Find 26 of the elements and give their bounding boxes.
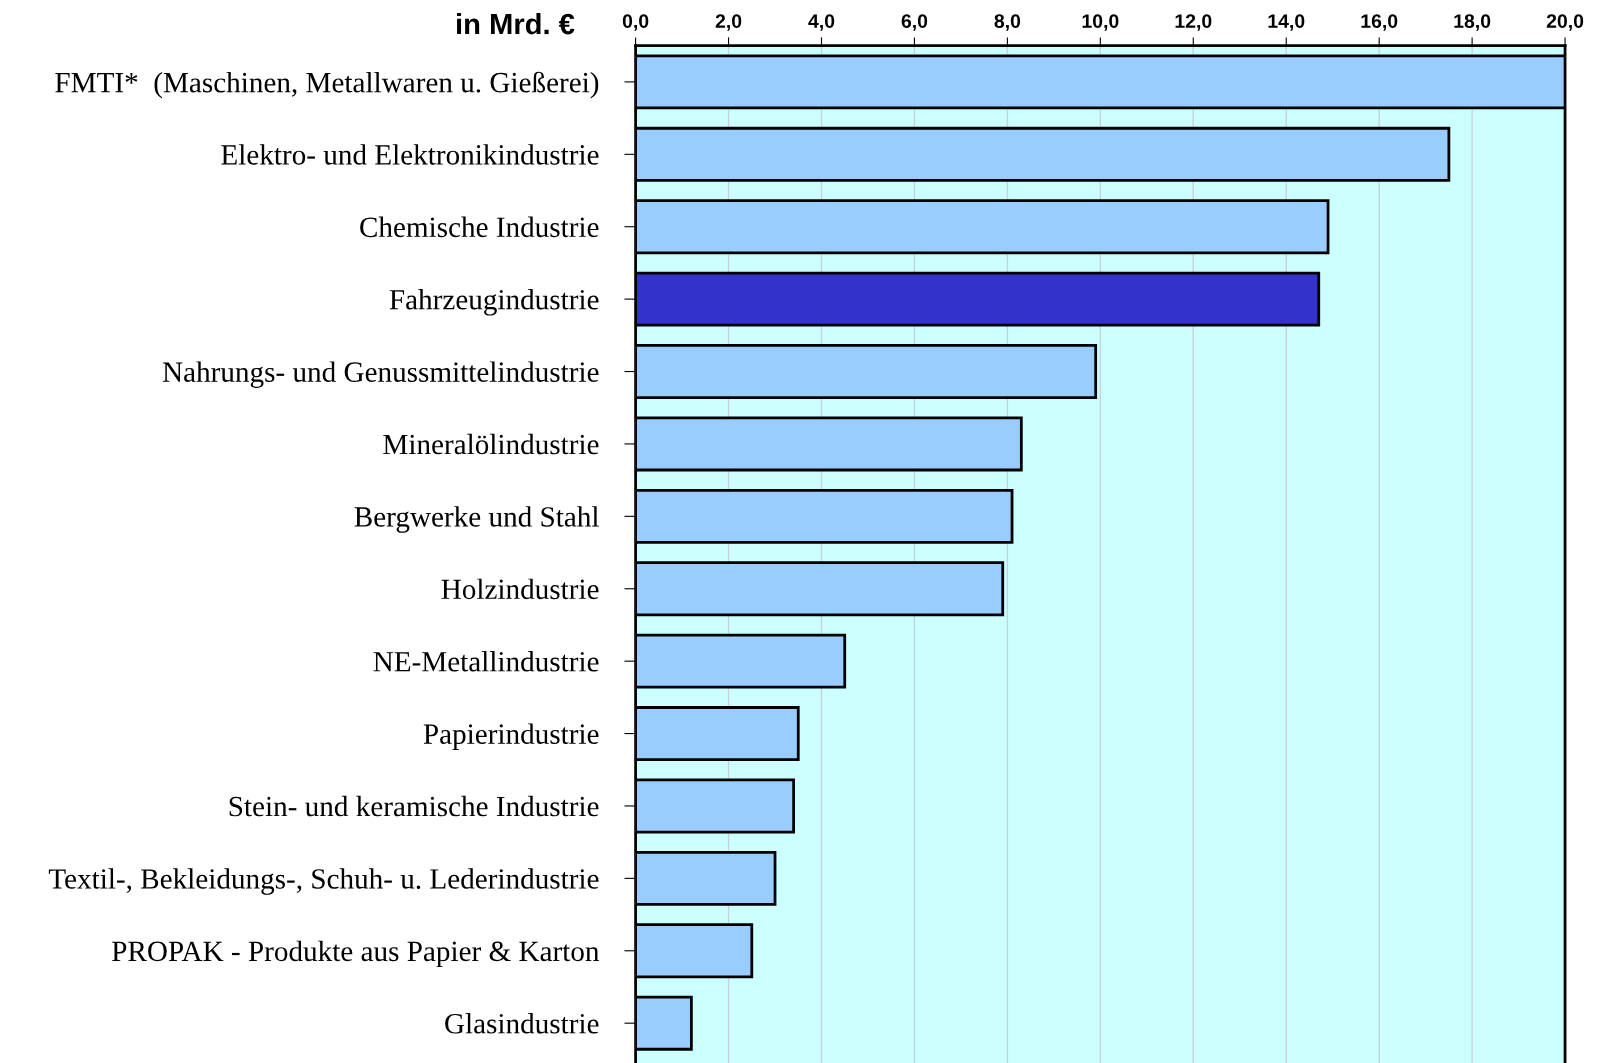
- y-tick-label: Nahrungs- und Genussmittelindustrie: [162, 361, 599, 388]
- x-tick-label: 12,0: [1175, 14, 1212, 31]
- y-tick-label: Glasindustrie: [445, 1013, 599, 1034]
- y-tick-label: Mineralölindustrie: [383, 433, 599, 455]
- y-tick-label: Bergwerke und Stahl: [354, 506, 599, 533]
- x-tick-label: 8,0: [994, 14, 1021, 31]
- x-tick-label: 4,0: [808, 14, 835, 31]
- y-tick-label: Textil-, Bekleidungs-, Schuh- u. Lederindustrie: [48, 868, 599, 895]
- x-tick-label: 18,0: [1454, 14, 1491, 31]
- x-tick-label: 14,0: [1268, 14, 1305, 31]
- y-tick-label: Elektro- und Elektronikindustrie: [221, 144, 599, 165]
- y-tick-label: FMTI* (Maschinen, Metallwaren u. Gießerei): [55, 71, 599, 99]
- x-tick-label: 16,0: [1361, 14, 1398, 31]
- x-tick-label: 2,0: [715, 14, 742, 31]
- y-tick-label: Papierindustrie: [423, 723, 599, 750]
- y-tick-label: NE-Metallindustrie: [373, 651, 599, 672]
- x-tick-label: 0,0: [622, 14, 649, 31]
- y-tick-label: Stein- und keramische Industrie: [229, 795, 599, 817]
- y-tick-label: Fahrzeugindustrie: [389, 289, 599, 316]
- y-tick-label: Chemische Industrie: [360, 216, 599, 238]
- y-tick-label: Holzindustrie: [441, 578, 599, 600]
- x-tick-label: 6,0: [901, 14, 928, 31]
- y-tick-label: PROPAK - Produkte aus Papier & Karton: [112, 940, 600, 968]
- chart-title: in Mrd. €: [457, 12, 575, 35]
- x-tick-label: 10,0: [1082, 14, 1119, 31]
- x-tick-label: 20,0: [1546, 14, 1584, 31]
